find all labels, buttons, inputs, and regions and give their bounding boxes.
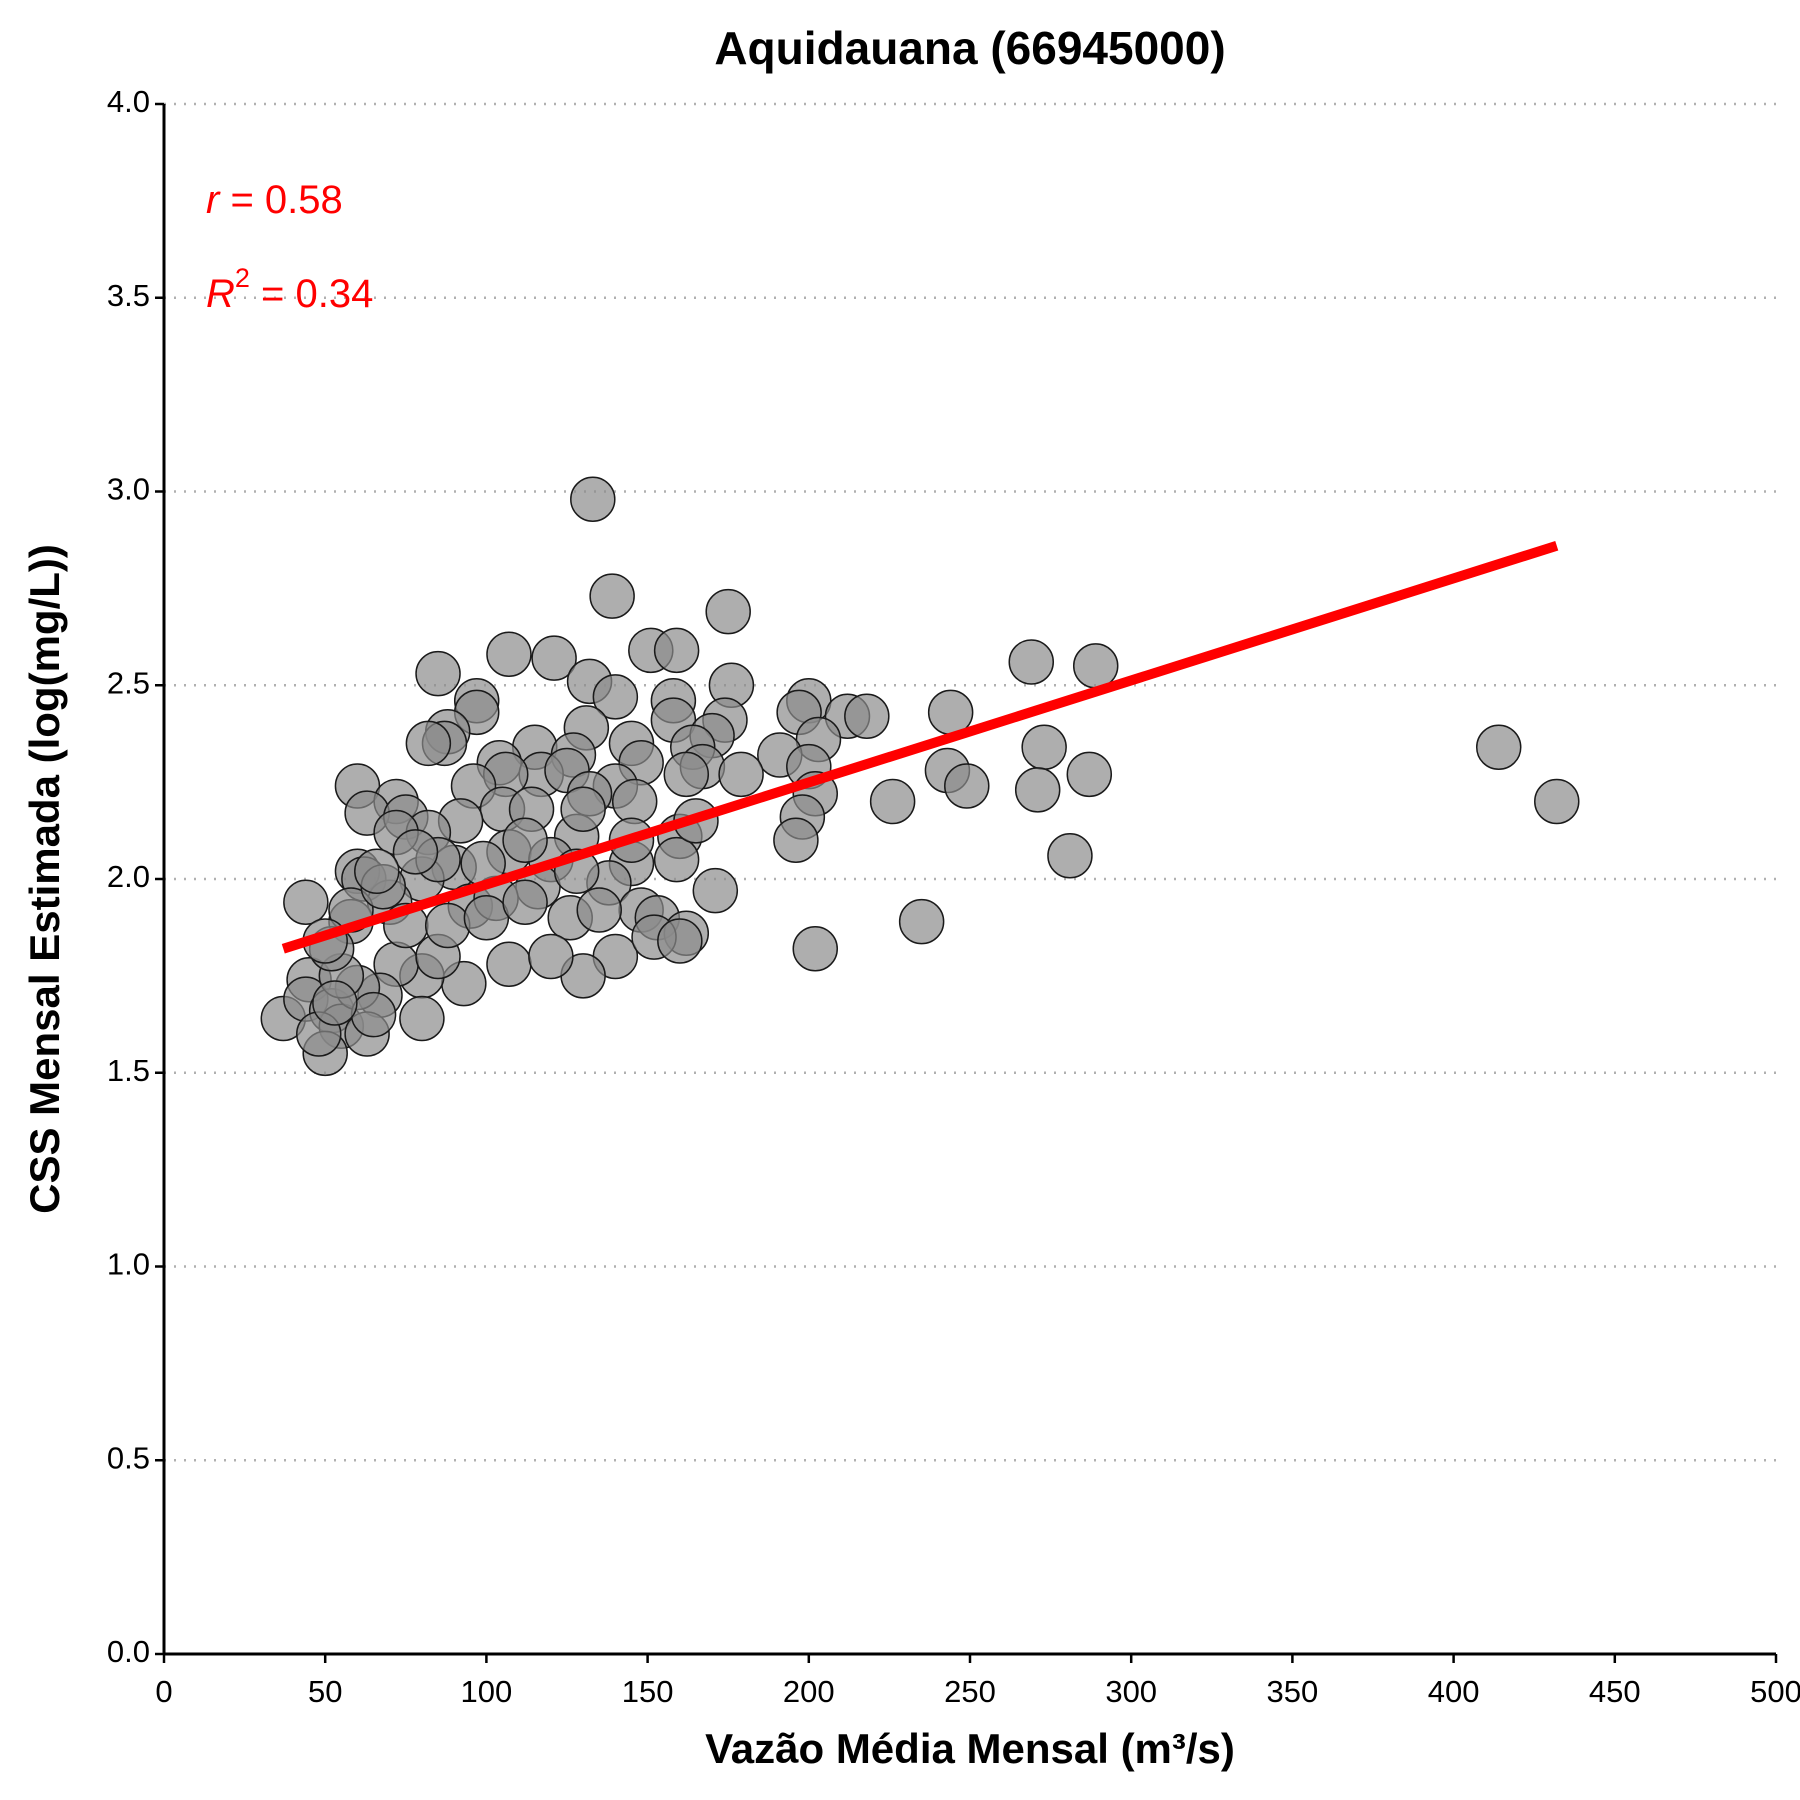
- point: [576, 887, 622, 933]
- x-tick-label: 0: [155, 1674, 172, 1709]
- x-tick-label: 300: [1105, 1674, 1157, 1709]
- x-tick-label: 450: [1589, 1674, 1641, 1709]
- point: [350, 991, 397, 1038]
- point: [502, 817, 548, 863]
- annotation-symbol: r: [206, 178, 221, 222]
- point: [1534, 778, 1580, 825]
- y-axis-title: CSS Mensal Estimada (log(mg/L)): [21, 544, 68, 1214]
- annotation-superscript: 2: [235, 263, 250, 293]
- point: [844, 693, 890, 739]
- point: [399, 995, 445, 1042]
- point: [1021, 724, 1067, 770]
- annotation: r = 0.58: [206, 178, 343, 222]
- point: [1047, 833, 1093, 879]
- point: [718, 751, 764, 798]
- annotation-symbol: R: [206, 272, 235, 316]
- point: [944, 763, 990, 809]
- x-tick-label: 200: [783, 1674, 835, 1709]
- point: [653, 836, 700, 883]
- annotation: R2 = 0.34: [206, 263, 373, 315]
- y-tick-label: 3.0: [107, 472, 150, 507]
- point: [1008, 639, 1055, 685]
- point: [570, 476, 616, 522]
- y-tick-label: 0.0: [107, 1634, 150, 1669]
- y-tick-label: 3.5: [107, 278, 150, 313]
- point: [463, 895, 510, 941]
- annotation-text: = 0.34: [250, 272, 373, 316]
- x-tick-label: 500: [1750, 1674, 1800, 1709]
- point: [611, 778, 658, 825]
- point: [502, 879, 548, 925]
- x-tick-label: 350: [1267, 1674, 1319, 1709]
- point: [592, 674, 639, 720]
- point: [705, 588, 751, 635]
- point: [898, 898, 945, 945]
- point: [657, 918, 703, 964]
- x-tick-label: 50: [308, 1674, 342, 1709]
- y-tick-label: 0.5: [107, 1440, 150, 1475]
- point: [392, 829, 439, 875]
- point: [1066, 751, 1113, 798]
- chart-title: Aquidauana (66945000): [714, 22, 1225, 74]
- point: [1014, 767, 1061, 813]
- point: [405, 720, 452, 767]
- y-tick-label: 2.5: [107, 665, 150, 700]
- point: [792, 926, 838, 972]
- x-tick-label: 400: [1428, 1674, 1480, 1709]
- y-tick-label: 2.0: [107, 859, 150, 894]
- y-tick-label: 1.5: [107, 1053, 150, 1088]
- point: [663, 751, 710, 798]
- point: [528, 933, 574, 980]
- y-tick-label: 1.0: [107, 1247, 150, 1282]
- point: [869, 778, 916, 825]
- annotation-text: = 0.58: [219, 178, 342, 222]
- point: [560, 786, 606, 832]
- x-axis-title: Vazão Média Mensal (m³/s): [705, 1725, 1235, 1772]
- point: [773, 817, 819, 863]
- fit-line: [281, 540, 1559, 954]
- point: [415, 650, 461, 697]
- point: [486, 631, 532, 677]
- point: [589, 573, 635, 619]
- x-tick-label: 100: [461, 1674, 513, 1709]
- point: [486, 941, 532, 987]
- point: [692, 867, 739, 914]
- point: [653, 627, 700, 674]
- point: [354, 848, 400, 894]
- y-tick-label: 4.0: [107, 84, 150, 119]
- point: [1475, 724, 1522, 770]
- point: [1072, 643, 1119, 689]
- point: [312, 980, 358, 1026]
- point: [283, 879, 329, 925]
- point: [424, 902, 471, 949]
- x-tick-label: 250: [944, 1674, 996, 1709]
- point: [531, 635, 577, 681]
- x-tick-label: 150: [622, 1674, 674, 1709]
